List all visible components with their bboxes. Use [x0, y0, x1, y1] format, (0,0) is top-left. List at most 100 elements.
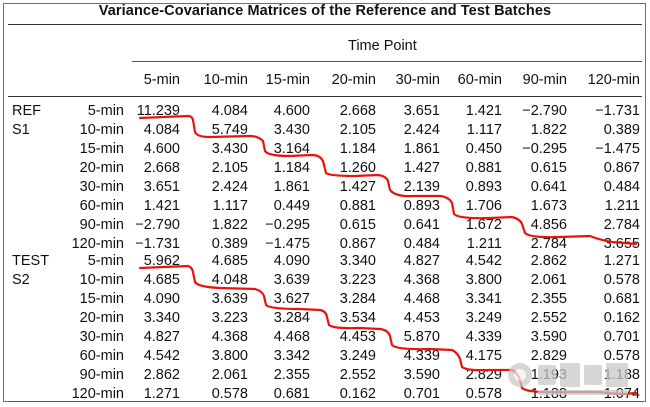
matrix-cell: 3.284	[339, 291, 376, 307]
matrix-cell: 4.542	[143, 348, 180, 364]
matrix-cell: 2.105	[339, 122, 376, 138]
matrix-cell: 0.389	[603, 122, 640, 138]
matrix-cell: 1.117	[466, 122, 502, 138]
column-header-120-min: 120-min	[587, 72, 640, 88]
column-header-30-min: 30-min	[395, 72, 440, 88]
watermark-logo	[508, 363, 628, 395]
matrix-cell: 4.685	[143, 272, 180, 288]
column-header-90-min: 90-min	[522, 72, 567, 88]
matrix-cell: 5.749	[211, 122, 248, 138]
matrix-cell: 4.542	[465, 253, 502, 269]
row-label: 5-min	[87, 103, 124, 119]
column-header-20-min: 20-min	[331, 72, 376, 88]
matrix-cell: 4.090	[143, 291, 180, 307]
top-rule	[8, 24, 642, 25]
matrix-cell: 1.427	[339, 179, 376, 195]
time-point-rule	[132, 61, 642, 62]
matrix-cell: 4.453	[403, 310, 440, 326]
row-label: 10-min	[79, 272, 124, 288]
matrix-cell: 1.421	[143, 198, 180, 214]
matrix-cell: 0.162	[603, 310, 640, 326]
matrix-cell: 2.552	[530, 310, 567, 326]
matrix-cell: 4.368	[403, 272, 440, 288]
matrix-cell: 4.090	[273, 253, 310, 269]
matrix-cell: 2.862	[143, 367, 180, 383]
matrix-cell: 2.355	[273, 367, 310, 383]
matrix-cell: 1.706	[465, 198, 502, 214]
matrix-cell: 0.681	[603, 291, 640, 307]
header-rule	[8, 96, 642, 97]
matrix-cell: 4.468	[273, 329, 310, 345]
matrix-cell: 2.668	[339, 103, 376, 119]
matrix-cell: 0.615	[530, 160, 567, 176]
matrix-cell: 1.260	[339, 160, 376, 176]
matrix-cell: 4.453	[339, 329, 376, 345]
matrix-cell: 3.249	[465, 310, 502, 326]
matrix-cell: 3.800	[465, 272, 502, 288]
matrix-cell: 4.685	[211, 253, 248, 269]
matrix-cell: 1.117	[212, 198, 248, 214]
matrix-cell: −1.475	[595, 141, 640, 157]
matrix-cell: 0.484	[603, 179, 640, 195]
group-sublabel: S1	[12, 122, 30, 138]
matrix-cell: 1.673	[530, 198, 567, 214]
matrix-cell: 4.827	[143, 329, 180, 345]
row-label: 10-min	[79, 122, 124, 138]
matrix-cell: 0.701	[603, 329, 640, 345]
matrix-cell: −0.295	[522, 141, 567, 157]
group-label: TEST	[12, 253, 50, 269]
matrix-cell: 2.829	[465, 367, 502, 383]
matrix-cell: 4.368	[211, 329, 248, 345]
matrix-cell: 0.893	[465, 179, 502, 195]
matrix-cell: 0.449	[273, 198, 310, 214]
matrix-cell: 0.450	[465, 141, 502, 157]
column-header-60-min: 60-min	[457, 72, 502, 88]
matrix-cell: 2.061	[530, 272, 567, 288]
matrix-cell: 1.822	[530, 122, 567, 138]
column-header-10-min: 10-min	[203, 72, 248, 88]
column-header-5-min: 5-min	[143, 72, 180, 88]
matrix-cell: 0.881	[339, 198, 376, 214]
matrix-cell: 2.424	[403, 122, 440, 138]
matrix-cell: 1.822	[211, 217, 248, 233]
matrix-cell: 1.184	[339, 141, 376, 157]
matrix-cell: 1.427	[403, 160, 440, 176]
matrix-cell: 4.084	[143, 122, 180, 138]
matrix-cell: 3.430	[211, 141, 248, 157]
matrix-cell: 1.184	[273, 160, 310, 176]
matrix-cell: 2.784	[603, 217, 640, 233]
matrix-cell: 4.600	[273, 103, 310, 119]
matrix-cell: 3.342	[273, 348, 310, 364]
matrix-cell: 0.881	[465, 160, 502, 176]
matrix-cell: 2.105	[211, 160, 248, 176]
matrix-cell: 1.861	[403, 141, 440, 157]
row-label: 90-min	[79, 367, 124, 383]
matrix-cell: 2.424	[211, 179, 248, 195]
matrix-cell: 3.534	[339, 310, 376, 326]
row-label: 20-min	[79, 310, 124, 326]
matrix-cell: 2.061	[211, 367, 248, 383]
matrix-cell: 4.339	[465, 329, 502, 345]
matrix-cell: −2.790	[135, 217, 180, 233]
matrix-cell: −2.790	[522, 103, 567, 119]
matrix-cell: 3.800	[211, 348, 248, 364]
matrix-cell: 3.341	[465, 291, 502, 307]
matrix-cell: 4.856	[530, 217, 567, 233]
matrix-cell: −0.295	[265, 217, 310, 233]
matrix-cell: 3.340	[143, 310, 180, 326]
matrix-cell: 0.867	[603, 160, 640, 176]
matrix-cell: 0.641	[403, 217, 440, 233]
matrix-cell: 1.211	[604, 198, 640, 214]
matrix-cell: 1.861	[273, 179, 310, 195]
time-point-header: Time Point	[348, 38, 417, 54]
matrix-cell: 3.639	[273, 272, 310, 288]
column-header-15-min: 15-min	[265, 72, 310, 88]
group-label: REF	[12, 103, 41, 119]
matrix-cell: 2.668	[143, 160, 180, 176]
matrix-cell: 0.641	[530, 179, 567, 195]
matrix-cell: 4.175	[465, 348, 502, 364]
matrix-cell: 3.430	[273, 122, 310, 138]
matrix-cell: 3.639	[211, 291, 248, 307]
matrix-cell: 5.870	[403, 329, 440, 345]
matrix-cell: 3.651	[143, 179, 180, 195]
